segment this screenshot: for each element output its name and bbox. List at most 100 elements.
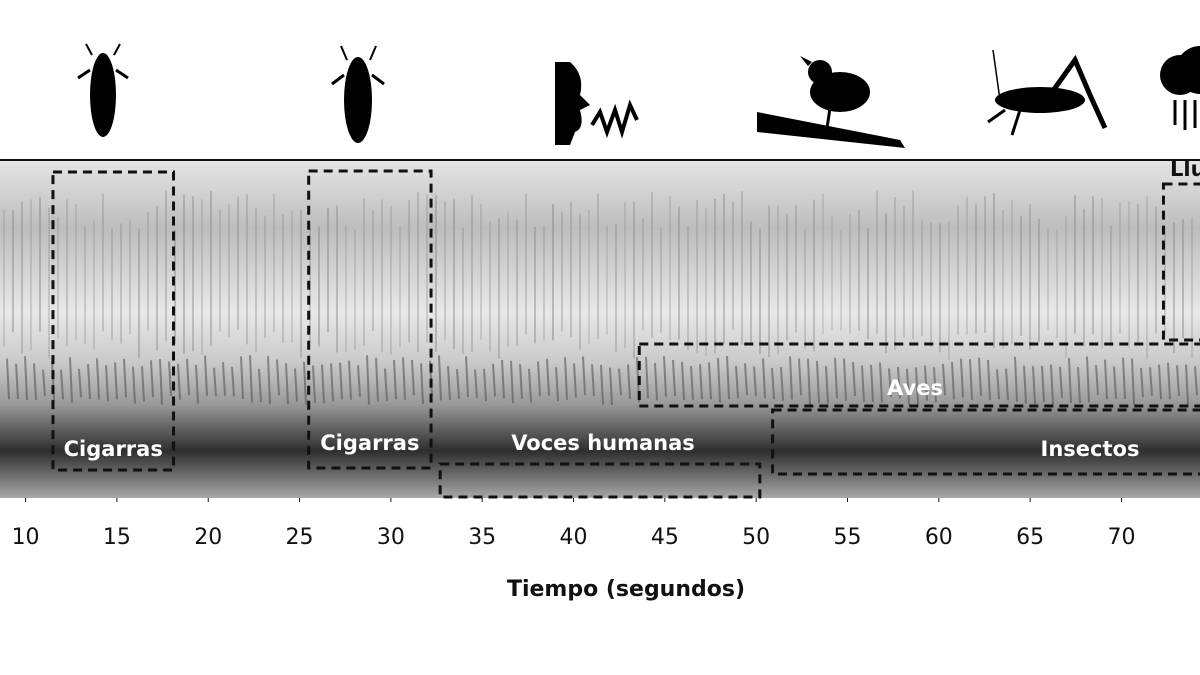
chirp <box>870 364 874 403</box>
chirp <box>105 365 109 402</box>
chirp <box>222 362 226 396</box>
chirp <box>645 356 649 399</box>
region-label: Lluvia <box>1170 157 1200 181</box>
chirp <box>654 362 658 401</box>
chirp <box>96 358 100 400</box>
human-voice-icon <box>555 62 639 145</box>
chirp <box>231 366 235 397</box>
chirp <box>87 363 91 400</box>
chirp <box>618 368 622 396</box>
chirp <box>555 367 559 402</box>
chirp <box>1041 365 1045 403</box>
chirp <box>897 366 901 399</box>
chirp <box>150 360 154 398</box>
x-tick-label: 45 <box>651 525 679 550</box>
chirp <box>933 367 937 403</box>
chirp <box>69 357 73 403</box>
chirp <box>1050 364 1054 405</box>
region-label: Cigarras <box>64 437 163 461</box>
cicada-icon <box>77 43 129 137</box>
x-tick-label: 20 <box>194 525 222 550</box>
chirp <box>1131 358 1135 405</box>
chirp <box>1176 365 1180 397</box>
x-axis: 10 15 20 25 30 35 40 45 50 55 60 65 70 <box>12 498 1135 550</box>
chirp <box>159 358 163 405</box>
chirp <box>762 358 766 399</box>
chirp <box>1104 359 1108 400</box>
x-tick-label: 40 <box>560 525 588 550</box>
icons <box>77 43 1200 148</box>
chirp <box>1113 366 1117 399</box>
chirp <box>663 356 667 397</box>
chirp <box>537 361 541 396</box>
rain-icon <box>1160 46 1200 130</box>
chirp <box>1122 357 1126 400</box>
chirp <box>276 359 280 396</box>
chirp <box>708 362 712 400</box>
chirp <box>1140 368 1144 398</box>
chirp <box>735 365 739 399</box>
spectrogram <box>0 161 1200 498</box>
chirp <box>996 369 1000 400</box>
chirp <box>123 358 127 398</box>
chirp <box>312 365 316 403</box>
chirp <box>420 363 424 405</box>
chirp <box>1185 364 1189 405</box>
x-tick-label: 10 <box>12 525 40 550</box>
region-box <box>438 462 762 499</box>
chirp <box>753 366 757 396</box>
cicada-icon <box>331 45 385 143</box>
chirp <box>1005 368 1009 401</box>
region-box <box>51 170 176 472</box>
chirp <box>744 363 748 396</box>
chirp <box>1023 365 1027 404</box>
bird-icon <box>757 56 905 148</box>
chirp <box>1194 366 1198 396</box>
chirp <box>1059 366 1063 398</box>
chirp <box>438 355 442 401</box>
chirp <box>780 366 784 401</box>
chirp <box>42 369 46 397</box>
chirp <box>843 358 847 401</box>
chirp <box>852 362 856 396</box>
chirp <box>132 366 136 404</box>
chirp <box>330 363 334 402</box>
chirp <box>987 359 991 401</box>
chirp <box>672 359 676 397</box>
chirp <box>600 365 604 405</box>
chirp <box>474 369 478 398</box>
chirp <box>321 364 325 404</box>
chirp <box>690 366 694 400</box>
chirp <box>546 358 550 396</box>
chirp <box>249 355 253 403</box>
chirp <box>591 364 595 397</box>
chirp <box>951 361 955 400</box>
x-tick-label: 35 <box>468 525 496 550</box>
chirp <box>825 366 829 404</box>
cricket-icon <box>987 49 1108 136</box>
chirp <box>501 359 505 399</box>
chirp <box>582 356 586 396</box>
chirp <box>1095 364 1099 396</box>
chirp <box>33 363 37 400</box>
chirp <box>465 356 469 398</box>
chirp <box>1149 367 1153 396</box>
chirp <box>528 368 532 403</box>
x-tick-label: 70 <box>1107 525 1135 550</box>
chirp <box>510 360 514 404</box>
chirp <box>339 362 343 400</box>
chirp <box>447 365 451 400</box>
chirp <box>834 357 838 398</box>
chirp <box>6 358 10 400</box>
chirp <box>879 362 883 403</box>
chirp <box>960 358 964 398</box>
chirp <box>861 365 865 402</box>
chirp <box>816 360 820 404</box>
chirp <box>573 363 577 398</box>
chirp <box>78 368 82 398</box>
chirp <box>204 355 208 396</box>
region-box <box>637 342 1200 408</box>
chirp <box>393 360 397 400</box>
chirp <box>798 358 802 396</box>
chirp <box>1158 364 1162 400</box>
